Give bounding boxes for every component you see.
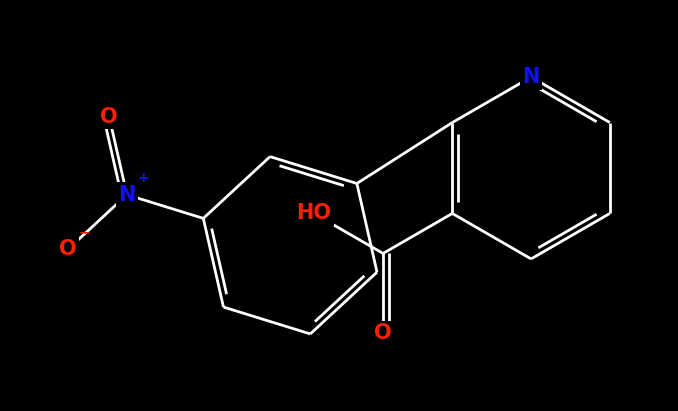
Text: O: O — [374, 323, 392, 344]
Text: O: O — [100, 107, 118, 127]
Text: +: + — [138, 171, 149, 185]
Text: N: N — [522, 67, 540, 87]
Text: −: − — [79, 226, 90, 240]
Text: O: O — [60, 239, 77, 259]
Text: N: N — [118, 185, 136, 205]
Text: HO: HO — [296, 203, 332, 224]
